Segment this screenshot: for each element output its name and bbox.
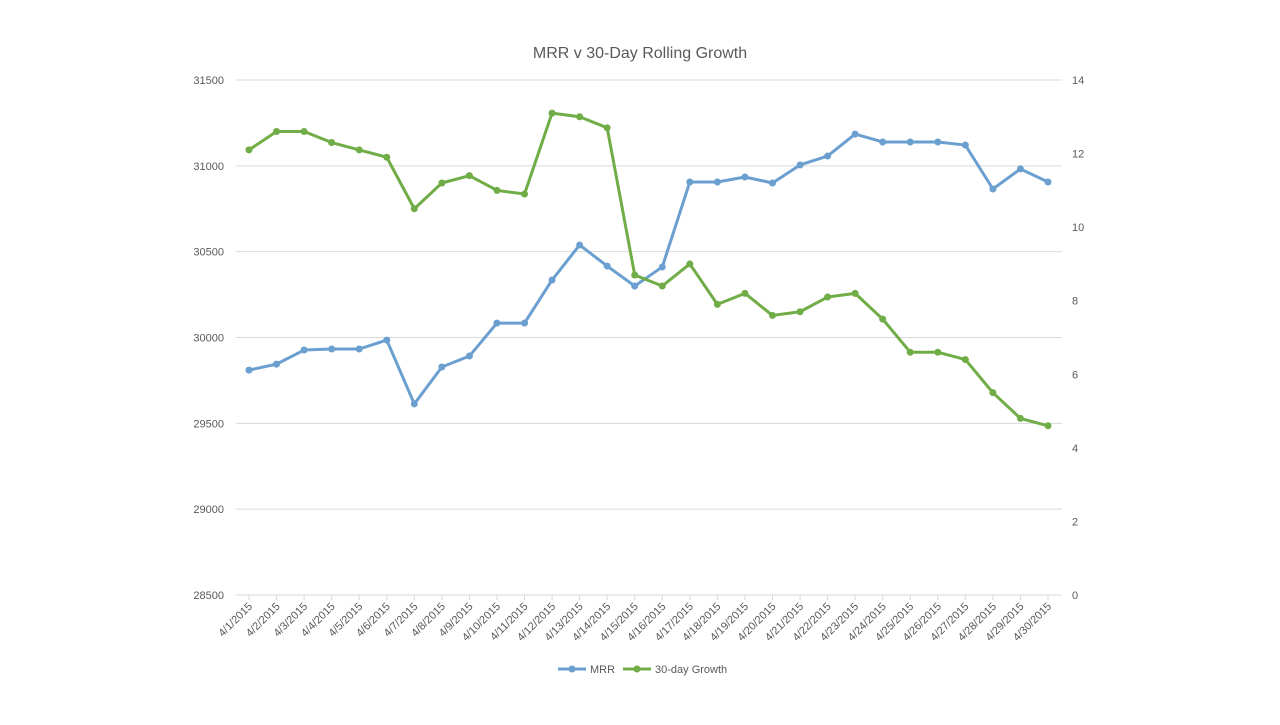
data-point [824, 152, 832, 160]
data-point [796, 161, 804, 169]
y-right-tick-label: 8 [1072, 296, 1078, 308]
data-point [906, 138, 914, 146]
data-point [410, 205, 418, 213]
data-point [300, 128, 308, 135]
data-point [245, 146, 253, 154]
data-point [713, 300, 721, 308]
data-point [879, 315, 887, 323]
data-point [438, 363, 446, 371]
data-point [713, 178, 721, 186]
y-left-tick-label: 30500 [193, 247, 224, 259]
data-point [741, 173, 749, 181]
y-right-tick-label: 4 [1072, 443, 1078, 455]
data-point [245, 366, 253, 374]
data-point [989, 185, 997, 193]
data-point [1016, 165, 1024, 173]
data-point [879, 138, 887, 146]
y-right-tick-label: 2 [1072, 516, 1078, 528]
legend-label: 30-day Growth [655, 664, 727, 676]
data-point [438, 179, 446, 187]
data-point [851, 289, 859, 297]
data-point [465, 172, 473, 180]
y-left-tick-label: 31000 [193, 161, 224, 173]
data-point [383, 153, 391, 161]
data-point [686, 178, 694, 186]
data-point [631, 271, 639, 279]
data-point [961, 141, 969, 149]
legend-marker [568, 665, 576, 673]
data-point [851, 130, 859, 138]
data-point [1016, 414, 1024, 422]
data-point [768, 179, 776, 187]
data-point [741, 289, 749, 297]
y-right-tick-label: 10 [1072, 222, 1084, 234]
y-left-tick-label: 29500 [193, 418, 224, 430]
data-point [1044, 178, 1052, 186]
y-right-tick-label: 6 [1072, 369, 1078, 381]
data-point [300, 346, 308, 354]
data-point [410, 400, 418, 408]
data-point [273, 360, 281, 368]
series-line-30-day-growth [248, 111, 1049, 428]
data-point [1044, 422, 1052, 430]
y-left-tick-label: 28500 [193, 590, 224, 602]
data-point [493, 186, 501, 194]
legend-marker [633, 665, 641, 673]
data-point [768, 311, 776, 319]
data-point [686, 260, 694, 268]
y-left-tick-label: 29000 [193, 504, 224, 516]
y-left-tick-label: 31500 [193, 75, 224, 87]
data-point [631, 282, 639, 290]
legend-label: MRR [590, 664, 615, 676]
data-point [576, 113, 584, 121]
data-point [989, 389, 997, 397]
data-point [934, 138, 942, 146]
y-left-tick-label: 30000 [193, 333, 224, 345]
data-point [796, 308, 804, 316]
data-point [961, 356, 969, 364]
data-point [328, 139, 336, 147]
data-point [355, 345, 363, 353]
data-point [521, 190, 529, 198]
series-line-mrr [248, 132, 1049, 406]
data-point [576, 241, 584, 249]
data-point [383, 336, 391, 344]
data-point [824, 293, 832, 301]
data-point [658, 282, 666, 290]
data-point [603, 124, 611, 132]
data-point [658, 263, 666, 271]
y-right-tick-label: 12 [1072, 149, 1084, 161]
data-point [328, 345, 336, 353]
data-point [603, 262, 611, 270]
data-point [493, 319, 501, 327]
y-right-tick-label: 0 [1072, 590, 1078, 602]
data-point [934, 348, 942, 356]
y-right-tick-label: 14 [1072, 75, 1084, 87]
data-point [906, 348, 914, 356]
data-point [521, 319, 529, 327]
chart-title: MRR v 30-Day Rolling Growth [533, 45, 747, 62]
data-point [548, 276, 556, 284]
data-point [273, 128, 281, 135]
data-point [355, 146, 363, 154]
data-point [548, 109, 556, 117]
data-point [465, 352, 473, 360]
